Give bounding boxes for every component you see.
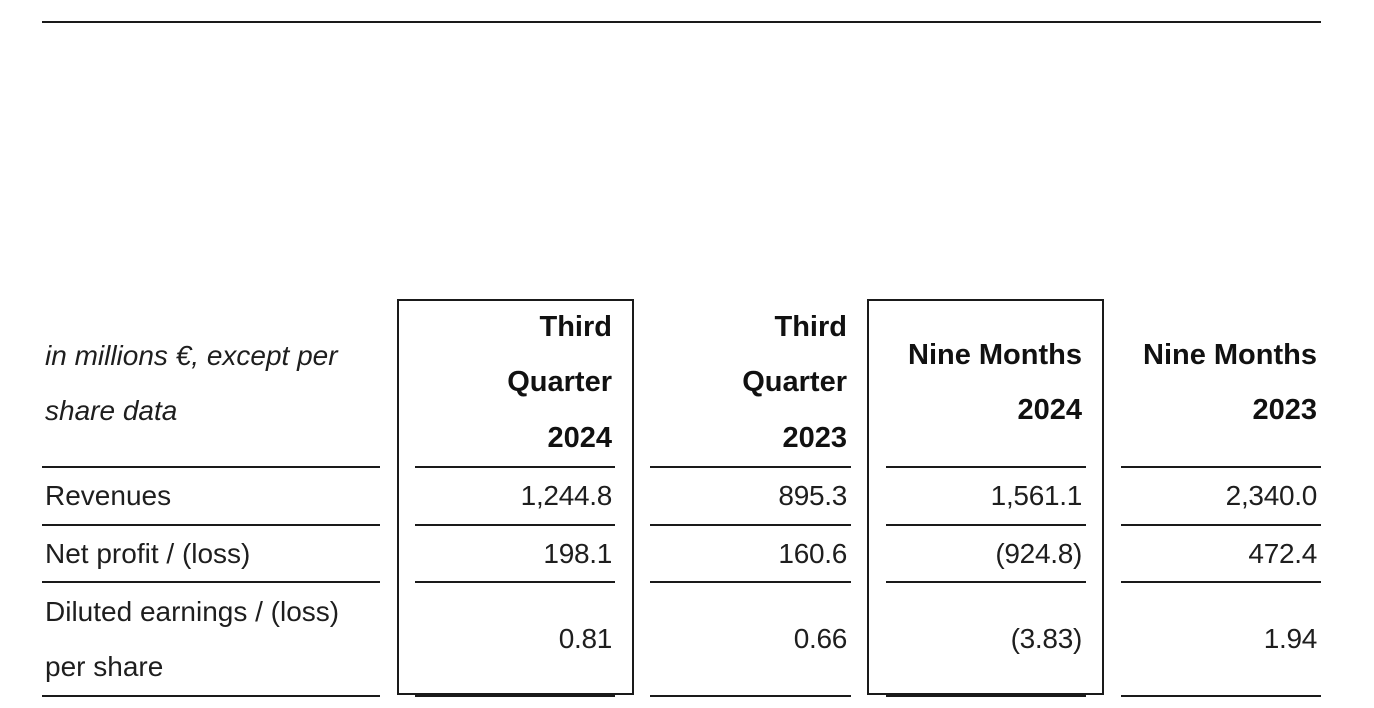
cell-net-profit-9m-2023: 472.4 xyxy=(1121,526,1321,583)
cell-revenues-q3-2024: 1,244.8 xyxy=(415,468,615,526)
cell-revenues-q3-2023: 895.3 xyxy=(650,468,851,526)
unit-label: in millions €, except per share data xyxy=(42,300,380,468)
column-header-9m-2023: Nine Months 2023 xyxy=(1121,300,1321,468)
cell-net-profit-q3-2024: 198.1 xyxy=(415,526,615,583)
row-label-diluted-eps: Diluted earnings / (loss) per share xyxy=(42,583,380,697)
column-header-q3-2023: Third Quarter 2023 xyxy=(650,300,851,468)
cell-diluted-eps-q3-2024: 0.81 xyxy=(415,583,615,697)
highlight-box-q3-2024 xyxy=(397,299,634,695)
highlight-box-nine-months-2024 xyxy=(867,299,1104,695)
cell-net-profit-q3-2023: 160.6 xyxy=(650,526,851,583)
cell-diluted-eps-9m-2024: (3.83) xyxy=(886,583,1086,697)
cell-diluted-eps-q3-2023: 0.66 xyxy=(650,583,851,697)
cell-revenues-9m-2024: 1,561.1 xyxy=(886,468,1086,526)
cell-revenues-9m-2023: 2,340.0 xyxy=(1121,468,1321,526)
row-label-revenues: Revenues xyxy=(42,468,380,526)
row-label-net-profit: Net profit / (loss) xyxy=(42,526,380,583)
column-header-9m-2024: Nine Months 2024 xyxy=(886,300,1086,468)
top-divider xyxy=(42,21,1321,23)
column-header-q3-2024: Third Quarter 2024 xyxy=(415,300,615,468)
cell-net-profit-9m-2024: (924.8) xyxy=(886,526,1086,583)
cell-diluted-eps-9m-2023: 1.94 xyxy=(1121,583,1321,697)
